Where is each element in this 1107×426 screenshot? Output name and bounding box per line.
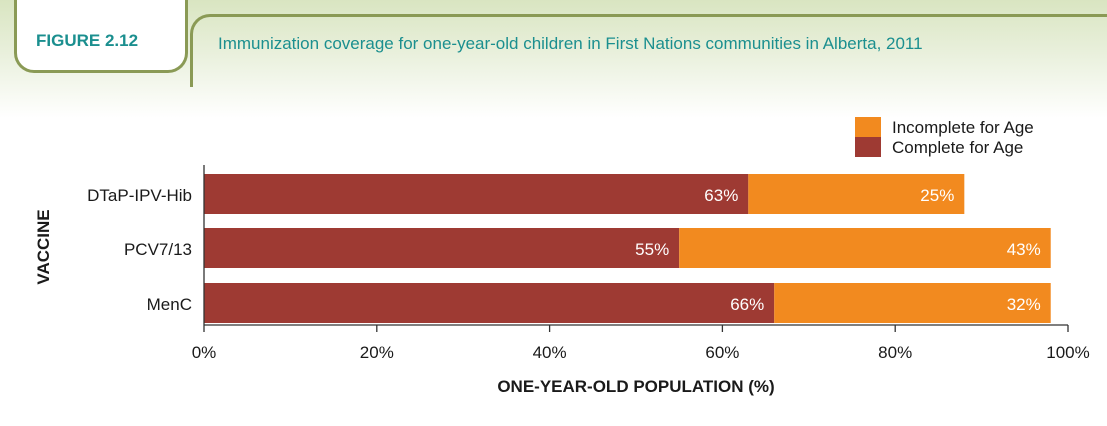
bar-segment bbox=[748, 174, 965, 214]
bar-value-label: 43% bbox=[1007, 240, 1041, 259]
legend-swatch bbox=[855, 117, 881, 137]
legend-label: Incomplete for Age bbox=[892, 118, 1034, 137]
category-tick-label: MenC bbox=[147, 295, 192, 314]
figure-label: FIGURE 2.12 bbox=[36, 31, 139, 50]
category-tick-label: DTaP-IPV-Hib bbox=[87, 186, 192, 205]
bar-value-label: 63% bbox=[704, 186, 738, 205]
figure-label-box bbox=[14, 0, 188, 73]
x-axis-title: ONE-YEAR-OLD POPULATION (%) bbox=[497, 377, 774, 396]
bar-segment bbox=[774, 283, 1051, 323]
bar-segment bbox=[204, 174, 749, 214]
y-axis-title: VACCINE bbox=[34, 209, 53, 284]
bar-value-label: 25% bbox=[920, 186, 954, 205]
figure-title: Immunization coverage for one-year-old c… bbox=[218, 34, 923, 53]
x-tick-label: 0% bbox=[192, 343, 217, 362]
category-tick-label: PCV7/13 bbox=[124, 240, 192, 259]
bar-segment bbox=[204, 228, 680, 268]
x-tick-label: 40% bbox=[533, 343, 567, 362]
bar-segment bbox=[679, 228, 1051, 268]
x-tick-label: 80% bbox=[878, 343, 912, 362]
x-tick-label: 20% bbox=[360, 343, 394, 362]
bar-segment bbox=[204, 283, 775, 323]
bar-value-label: 32% bbox=[1007, 295, 1041, 314]
bar-value-label: 66% bbox=[730, 295, 764, 314]
legend-swatch bbox=[855, 137, 881, 157]
x-tick-label: 100% bbox=[1046, 343, 1089, 362]
bar-value-label: 55% bbox=[635, 240, 669, 259]
x-tick-label: 60% bbox=[705, 343, 739, 362]
legend-label: Complete for Age bbox=[892, 138, 1023, 157]
title-bracket bbox=[190, 14, 1107, 87]
